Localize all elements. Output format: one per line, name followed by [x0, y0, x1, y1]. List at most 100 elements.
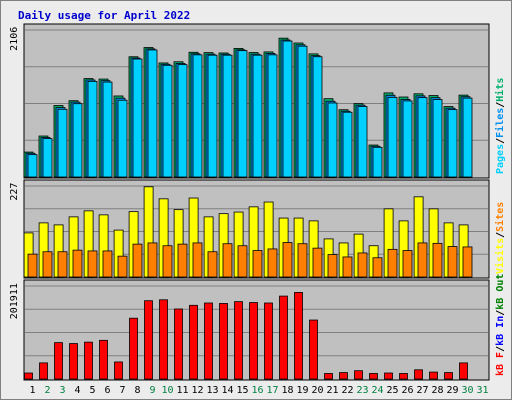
legend-entry-visits-1: /: [495, 232, 506, 238]
bar-sites-day-2: [42, 251, 53, 278]
x-tick-label-17: 17: [266, 385, 278, 396]
bar-sites-day-7: [117, 255, 128, 278]
bar-sites-day-13: [207, 251, 218, 278]
bar-sites-day-24: [372, 257, 383, 278]
bar-sites-day-22: [342, 256, 353, 278]
bar-pages-day-26: [402, 100, 413, 178]
bar-kb-f-day-30: [459, 362, 468, 380]
x-tick-label-29: 29: [446, 385, 458, 396]
panel-visits: 227 Visits/Sites: [9, 179, 506, 279]
bar-kb-f-day-20: [309, 319, 318, 380]
x-tick-label-14: 14: [221, 385, 233, 396]
bar-pages-day-12: [192, 54, 203, 178]
bar-sites-day-30: [462, 246, 473, 278]
bar-sites-day-15: [237, 245, 248, 278]
bar-kb-f-day-14: [219, 303, 228, 380]
bar-sites-day-3: [57, 251, 68, 278]
x-tick-label-25: 25: [386, 385, 398, 396]
bar-sites-day-5: [87, 250, 98, 278]
panel-hits-ymax-label: 2106: [9, 27, 20, 51]
bar-kb-f-day-3: [54, 342, 63, 380]
x-tick-label-11: 11: [176, 385, 188, 396]
bar-pages-day-13: [207, 54, 218, 178]
bar-sites-day-20: [312, 247, 323, 278]
x-tick-label-19: 19: [296, 385, 308, 396]
bar-kb-f-day-23: [354, 370, 363, 380]
bar-pages-day-14: [222, 54, 233, 178]
x-tick-label-5: 5: [89, 385, 95, 396]
bar-pages-day-8: [132, 58, 143, 178]
bar-kb-f-day-28: [429, 371, 438, 380]
bar-kb-f-day-7: [114, 361, 123, 380]
bar-sites-day-4: [72, 249, 83, 278]
bar-kb-f-day-15: [234, 301, 243, 380]
x-tick-label-8: 8: [134, 385, 140, 396]
x-tick-label-18: 18: [281, 385, 293, 396]
legend-entry-visits-0: Visits: [494, 238, 506, 274]
x-tick-label-6: 6: [104, 385, 110, 396]
legend-entry-kbytes-2: kB In: [495, 316, 506, 346]
x-tick-label-13: 13: [206, 385, 218, 396]
bar-kb-f-day-6: [99, 339, 108, 380]
bar-pages-day-1: [27, 154, 38, 178]
legend-entry-kbytes-1: /: [495, 346, 506, 352]
x-tick-label-31: 31: [476, 385, 488, 396]
bar-kb-f-day-29: [444, 372, 453, 380]
bar-pages-day-20: [312, 56, 323, 178]
x-tick-label-7: 7: [119, 385, 125, 396]
bar-kb-f-day-21: [324, 373, 333, 380]
bar-kb-f-day-11: [174, 308, 183, 380]
bar-kb-f-day-25: [384, 372, 393, 380]
bar-kb-f-day-1: [24, 372, 33, 380]
bar-pages-day-3: [57, 108, 68, 178]
legend-entry-kbytes-4: kB Out: [495, 274, 506, 310]
legend-entry-hits-4: Hits: [494, 78, 506, 102]
bar-kb-f-day-12: [189, 304, 198, 380]
bar-pages-day-10: [162, 64, 173, 178]
bar-kb-f-day-2: [39, 362, 48, 380]
x-tick-label-10: 10: [161, 385, 173, 396]
legend-entry-visits-2: Sites: [494, 202, 506, 232]
bar-sites-day-10: [162, 245, 173, 278]
bar-pages-day-5: [87, 80, 98, 178]
bar-kb-f-day-19: [294, 292, 303, 380]
x-tick-label-9: 9: [149, 385, 155, 396]
bar-pages-day-28: [432, 99, 443, 178]
x-tick-label-4: 4: [74, 385, 80, 396]
x-tick-label-27: 27: [416, 385, 428, 396]
x-tick-label-15: 15: [236, 385, 248, 396]
bar-sites-day-29: [447, 246, 458, 278]
panel-visits-legend: Visits/Sites: [494, 202, 506, 274]
bar-sites-day-25: [387, 248, 398, 278]
bar-pages-day-18: [282, 40, 293, 178]
bar-pages-day-4: [72, 103, 83, 178]
legend-entry-hits-2: Files: [494, 108, 506, 138]
bar-sites-day-16: [252, 250, 263, 278]
x-tick-label-23: 23: [356, 385, 368, 396]
bar-kb-f-day-10: [159, 299, 168, 380]
bar-pages-day-30: [462, 97, 473, 178]
panel-hits-legend: Pages/Files/Hits: [494, 78, 506, 174]
x-tick-label-2: 2: [44, 385, 50, 396]
bar-sites-day-28: [432, 242, 443, 278]
x-tick-label-21: 21: [326, 385, 338, 396]
x-tick-label-28: 28: [431, 385, 443, 396]
bar-kb-f-day-18: [279, 295, 288, 380]
bar-kb-f-day-17: [264, 302, 273, 380]
bar-pages-day-22: [342, 111, 353, 178]
panel-kbytes-ymax-label: 201911: [9, 283, 20, 319]
bar-pages-day-7: [117, 99, 128, 178]
bar-pages-day-29: [447, 109, 458, 178]
x-tick-label-1: 1: [29, 385, 35, 396]
legend-entry-kbytes-3: /: [495, 310, 506, 316]
x-tick-label-26: 26: [401, 385, 413, 396]
x-axis-labels: 1 2 3 4 5 6 7 8 9 10 11 12 13 14 15 16 17 18 19 20 21 22 23 24 2…: [29, 385, 488, 396]
bar-pages-day-27: [417, 97, 428, 178]
bar-pages-day-24: [372, 146, 383, 178]
bar-sites-day-21: [327, 254, 338, 278]
bar-sites-day-1: [27, 253, 38, 278]
bar-pages-day-6: [102, 81, 113, 178]
bar-sites-day-18: [282, 242, 293, 278]
